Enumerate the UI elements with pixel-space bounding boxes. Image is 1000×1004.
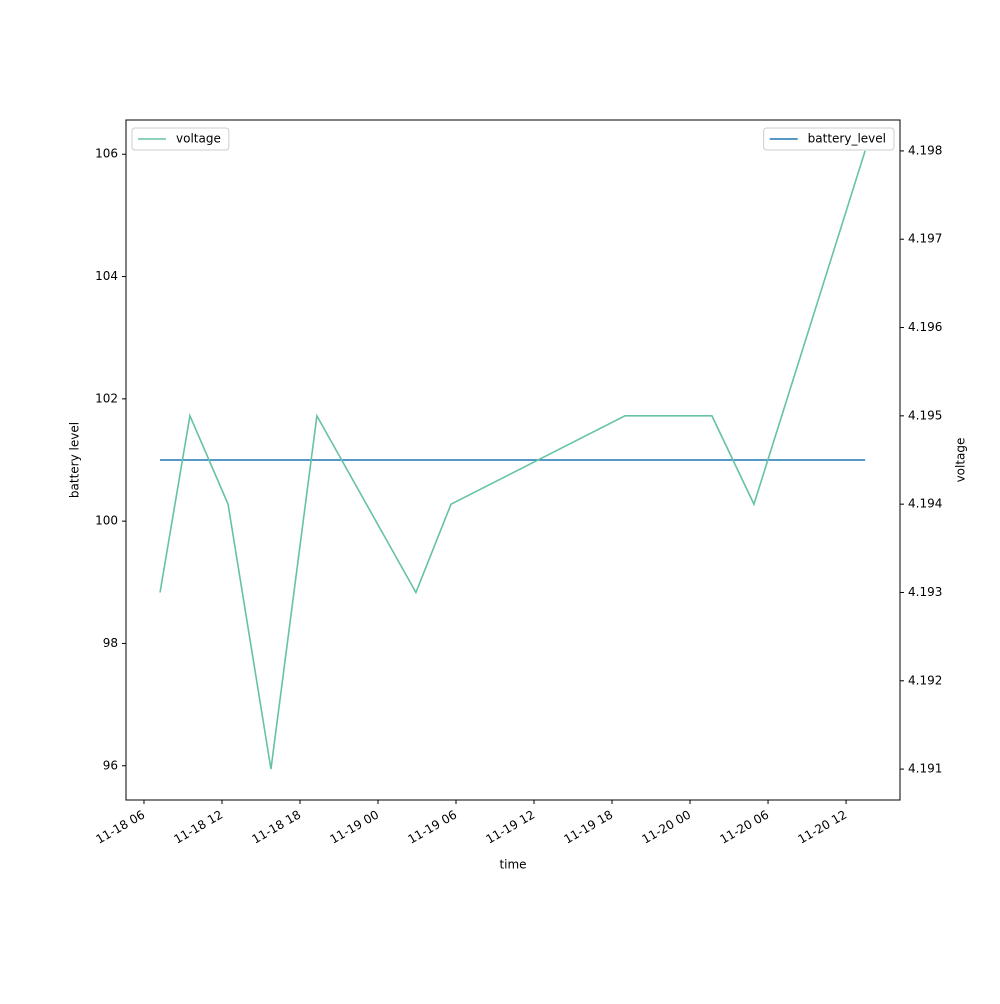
y2-tick-label: 4.193 [908, 585, 942, 599]
x-tick-label: 11-20 06 [718, 808, 772, 847]
y2-tick-label: 4.197 [908, 232, 942, 246]
y-tick-label: 104 [95, 269, 118, 283]
y2-tick-label: 4.196 [908, 320, 942, 334]
x-tick-label: 11-20 12 [796, 808, 850, 847]
y2-axis-label: voltage [954, 438, 968, 483]
x-axis-label: time [499, 858, 526, 872]
plot-frame [125, 119, 901, 801]
y-tick-label: 96 [103, 758, 118, 772]
y-tick-label: 102 [95, 391, 118, 405]
legend-box [763, 127, 895, 151]
legend-label: battery_level [808, 132, 886, 146]
series-line [159, 150, 866, 770]
y2-tick-label: 4.195 [908, 408, 942, 422]
x-tick-label: 11-18 12 [172, 808, 226, 847]
legend: battery_level [763, 127, 895, 151]
y2-tick-label: 4.191 [908, 762, 942, 776]
y-axis-label: battery level [68, 422, 82, 498]
legend-label: voltage [176, 132, 221, 146]
legend-box [131, 127, 230, 151]
x-tick-label: 11-18 06 [94, 808, 148, 847]
x-tick-label: 11-18 18 [250, 808, 304, 847]
y2-tick-label: 4.192 [908, 673, 942, 687]
x-tick-label: 11-19 06 [406, 808, 460, 847]
x-tick-label: 11-19 00 [328, 808, 382, 847]
y-tick-label: 98 [103, 636, 118, 650]
legend: voltage [131, 127, 230, 151]
y2-tick-label: 4.198 [908, 143, 942, 157]
y-tick-label: 106 [95, 147, 118, 161]
x-tick-label: 11-19 18 [562, 808, 616, 847]
x-tick-label: 11-20 00 [640, 808, 694, 847]
y2-tick-label: 4.194 [908, 497, 942, 511]
x-tick-label: 11-19 12 [484, 808, 538, 847]
y-tick-label: 100 [95, 514, 118, 528]
